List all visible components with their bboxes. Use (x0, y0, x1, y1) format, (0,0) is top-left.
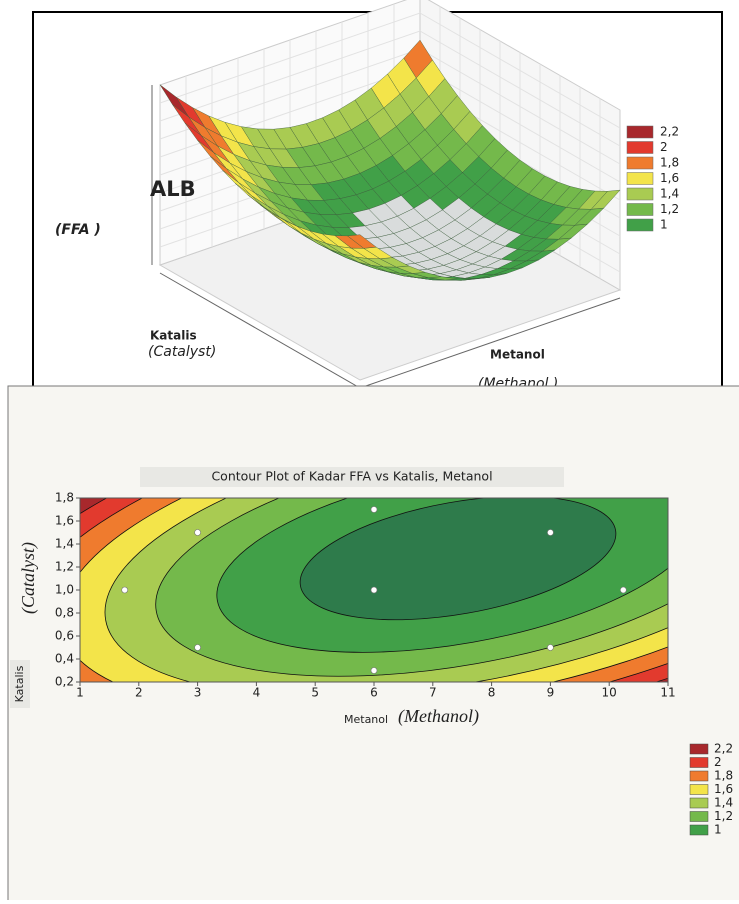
legend-label: 1,8 (714, 769, 733, 783)
legend-swatch (690, 771, 708, 781)
design-point (547, 645, 553, 651)
legend-swatch (690, 812, 708, 822)
x-tick-label: 11 (660, 686, 675, 700)
y-axis-title: Katalis (150, 329, 197, 343)
legend-swatch (690, 798, 708, 808)
y-tick-label: 1,8 (55, 491, 74, 505)
design-point (371, 587, 377, 593)
design-point (547, 530, 553, 536)
z-axis-subtitle: (FFA ) (55, 222, 101, 238)
design-point (371, 507, 377, 513)
x-tick-label: 5 (311, 686, 319, 700)
legend-label: 2,2 (714, 742, 733, 756)
legend-label: 1,4 (660, 187, 679, 201)
x-tick-label: 10 (602, 686, 617, 700)
legend-swatch (690, 744, 708, 754)
y-tick-label: 1,0 (55, 583, 74, 597)
legend-swatch (690, 758, 708, 768)
y-axis-subtitle: (Catalyst) (18, 542, 39, 614)
chart-title: Contour Plot of Kadar FFA vs Katalis, Me… (211, 469, 492, 484)
x-tick-label: 9 (547, 686, 555, 700)
x-axis-subtitle: (Methanol) (398, 706, 479, 727)
legend-label: 1,8 (660, 156, 679, 170)
legend-label: 1,2 (660, 202, 679, 216)
legend-swatch (690, 785, 708, 795)
legend-swatch (627, 157, 653, 169)
legend-label: 1,2 (714, 809, 733, 823)
legend-label: 1,4 (714, 796, 733, 810)
y-axis-title: Katalis (13, 665, 26, 702)
design-point (122, 587, 128, 593)
x-tick-label: 4 (253, 686, 261, 700)
x-tick-label: 2 (135, 686, 143, 700)
x-tick-label: 7 (429, 686, 437, 700)
x-axis-title: Metanol (490, 348, 545, 362)
legend-label: 2 (714, 755, 722, 769)
legend-label: 1 (660, 218, 668, 232)
legend-label: 1,6 (660, 171, 679, 185)
y-tick-label: 1,2 (55, 560, 74, 574)
y-tick-label: 0,6 (55, 629, 74, 643)
legend-swatch (627, 142, 653, 154)
legend-swatch (627, 173, 653, 185)
legend-label: 1,6 (714, 782, 733, 796)
legend-swatch (627, 126, 653, 138)
design-point (195, 530, 201, 536)
legend-label: 1 (714, 823, 722, 837)
y-tick-label: 0,2 (55, 675, 74, 689)
z-axis-title: ALB (150, 177, 196, 201)
y-tick-label: 0,8 (55, 606, 74, 620)
design-point (371, 668, 377, 674)
y-tick-label: 1,4 (55, 537, 74, 551)
y-tick-label: 0,4 (55, 652, 74, 666)
legend-swatch (627, 204, 653, 216)
x-tick-label: 6 (370, 686, 378, 700)
y-tick-label: 1,6 (55, 514, 74, 528)
x-tick-label: 3 (194, 686, 202, 700)
x-tick-label: 8 (488, 686, 496, 700)
legend-swatch (627, 219, 653, 231)
legend-swatch (690, 825, 708, 835)
y-axis-subtitle: (Catalyst) (148, 344, 216, 360)
design-point (195, 645, 201, 651)
x-axis-title: Metanol (344, 713, 388, 726)
design-point (620, 587, 626, 593)
legend-label: 2,2 (660, 125, 679, 139)
legend-swatch (627, 188, 653, 200)
x-tick-label: 1 (76, 686, 84, 700)
legend-label: 2 (660, 140, 668, 154)
